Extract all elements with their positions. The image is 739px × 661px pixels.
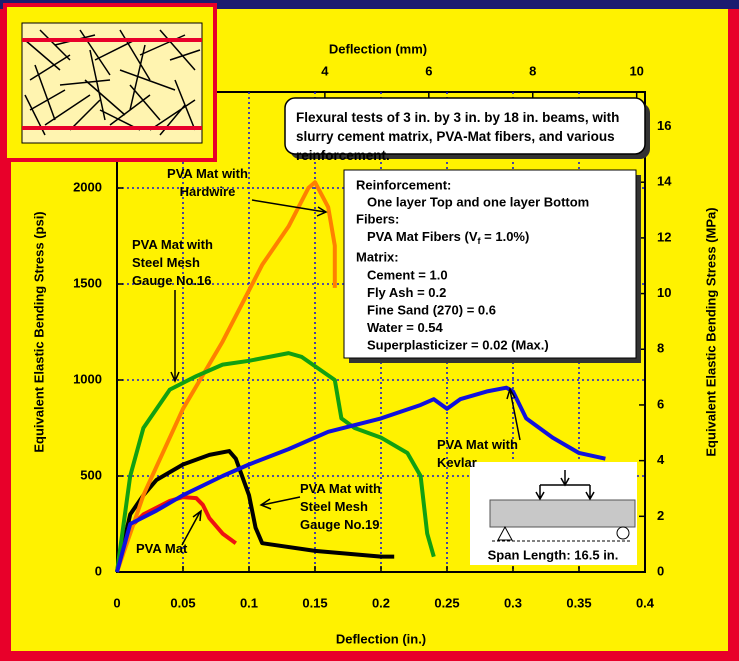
y-tick-label: 1000 (73, 371, 102, 386)
series-line (115, 351, 436, 573)
info-text: Fly Ash = 0.2 (367, 285, 446, 300)
info-text: Superplasticizer = 0.02 (Max.) (367, 337, 549, 352)
y2-tick-label: 0 (657, 563, 664, 578)
y2-tick-label: 14 (657, 174, 672, 189)
x-tick-label: 0.4 (636, 595, 655, 610)
x-tick-label: 0.15 (302, 595, 327, 610)
x2-tick-label: 4 (321, 63, 329, 78)
y2-tick-label: 6 (657, 396, 664, 411)
support (616, 526, 630, 540)
plot: 0 0.05 0.1 0.15 0.2 0.25 0.3 0.35 0.4 4 6 8 10 0 500 10… (31, 41, 718, 646)
info-text: PVA Mat Fibers (Vf = 1.0%) (367, 229, 529, 246)
x-tick-label: 0.3 (504, 595, 522, 610)
info-text: Fine Sand (270) = 0.6 (367, 302, 496, 317)
info-text: PVA Mat Fibers (V (367, 229, 478, 244)
span-label: Span Length: 16.5 in. (488, 547, 619, 562)
series-line (115, 385, 606, 573)
x-tick-label: 0.25 (434, 595, 459, 610)
beam (489, 499, 636, 528)
x2-tick-label: 8 (529, 63, 536, 78)
y2-tick-label: 16 (657, 118, 671, 133)
series-label: PVA Mat with Steel Mesh Gauge No.19 (300, 481, 381, 532)
y2-tick-label: 12 (657, 229, 671, 244)
arrow (181, 509, 202, 546)
info-list: Cement = 1.0 Fly Ash = 0.2 Fine Sand (270)… (367, 267, 549, 352)
info-text: One layer Top and one layer Bottom (367, 194, 589, 209)
arrow (259, 496, 301, 510)
x-tick-label: 0.35 (566, 595, 591, 610)
series-label: PVA Mat with Steel Mesh Gauge No.16 (132, 237, 213, 288)
x-tick-label: 0 (113, 595, 120, 610)
arrow (251, 199, 328, 217)
y-tick-label: 0 (95, 563, 102, 578)
y2-tick-label: 2 (657, 508, 664, 523)
y-tick-label: 2000 (73, 179, 102, 194)
arrow (506, 387, 521, 441)
info-heading: Reinforcement: (356, 177, 451, 192)
series-label: PVA Mat with Kevlar (437, 437, 518, 470)
info-text: Water = 0.54 (367, 320, 444, 335)
y2-tick-label: 10 (657, 285, 671, 300)
x-tick-label: 0.1 (240, 595, 258, 610)
top-bar (0, 0, 739, 9)
load-arrow (535, 477, 595, 501)
y-tick-label: 500 (80, 467, 102, 482)
y-tick-label: 1500 (73, 275, 102, 290)
x2-tick-label: 10 (629, 63, 643, 78)
info-box (343, 169, 637, 359)
info-text: Cement = 1.0 (367, 267, 448, 282)
x2-axis-label: Deflection (mm) (329, 41, 427, 56)
info-heading: Matrix: (356, 249, 399, 264)
arrows (170, 199, 521, 546)
y2-axis-label: Equivalent Elastic Bending Stress (MPa) (703, 207, 718, 456)
series-label: PVA Mat (136, 541, 188, 556)
y2-tick-label: 4 (657, 452, 665, 467)
series-line (115, 180, 337, 573)
arrow (170, 290, 180, 383)
series-label: PVA Mat with Hardwire (167, 166, 248, 199)
x-axis-label: Deflection (in.) (336, 631, 426, 646)
info-heading: Fibers: (356, 211, 399, 226)
note: Flexural tests of 3 in. by 3 in. by 18 i… (296, 110, 620, 163)
x2-tick-label: 6 (425, 63, 432, 78)
note-box (284, 97, 646, 155)
info-sub: f (478, 236, 482, 246)
y2-tick-label: 8 (657, 341, 664, 356)
x-tick-label: 0.05 (170, 595, 195, 610)
y-axis-label: Equivalent Elastic Bending Stress (psi) (31, 211, 46, 452)
support (497, 525, 513, 541)
info-text: = 1.0%) (481, 229, 530, 244)
x-tick-label: 0.2 (372, 595, 390, 610)
